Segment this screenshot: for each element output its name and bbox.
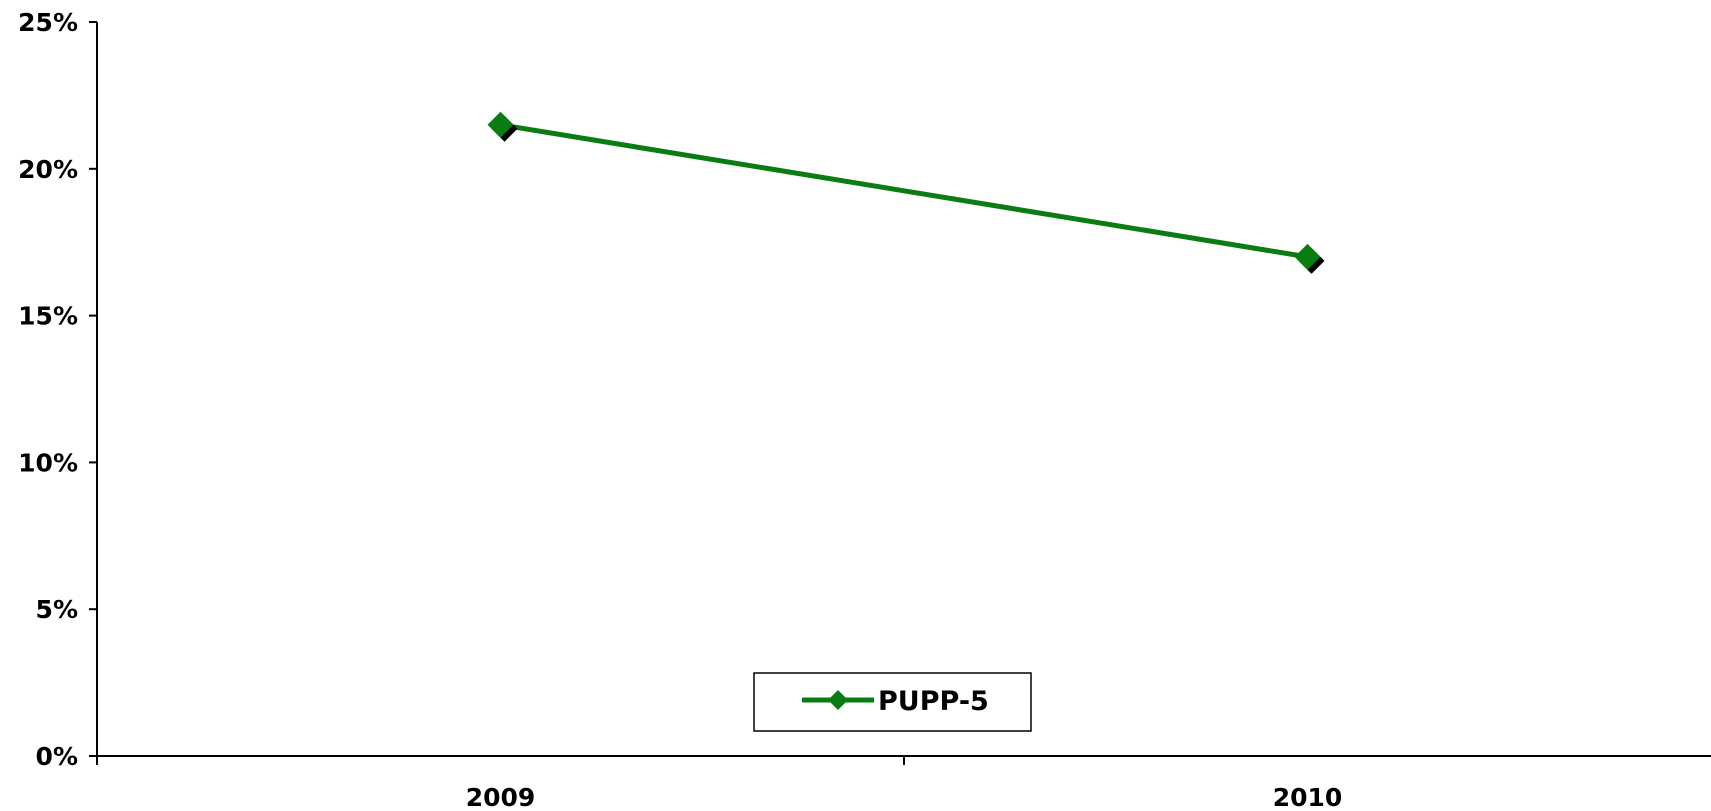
y-tick-label: 10% xyxy=(18,448,78,477)
y-tick-label: 0% xyxy=(36,742,78,771)
legend: PUPP-5 xyxy=(753,672,1032,732)
y-axis-tick-labels: 0% 5% 10% 15% 20% 25% xyxy=(18,8,78,771)
y-tick-label: 20% xyxy=(18,155,78,184)
y-tick-label: 25% xyxy=(18,8,78,37)
legend-label: PUPP-5 xyxy=(878,686,989,717)
y-tick-label: 15% xyxy=(18,302,78,331)
legend-box xyxy=(753,672,1032,732)
y-axis-ticks xyxy=(89,21,97,757)
data-point-2010 xyxy=(1294,243,1321,270)
x-axis-tick-labels: 2009 2010 xyxy=(466,783,1343,811)
data-point-2009 xyxy=(487,111,514,138)
series-layer xyxy=(487,111,1325,274)
x-tick-label: 2009 xyxy=(466,783,536,811)
legend-diamond-marker xyxy=(828,690,848,710)
series-line xyxy=(500,122,1308,260)
y-tick-label: 5% xyxy=(36,595,78,624)
x-tick-label: 2010 xyxy=(1273,783,1343,811)
x-axis-ticks xyxy=(96,756,905,765)
